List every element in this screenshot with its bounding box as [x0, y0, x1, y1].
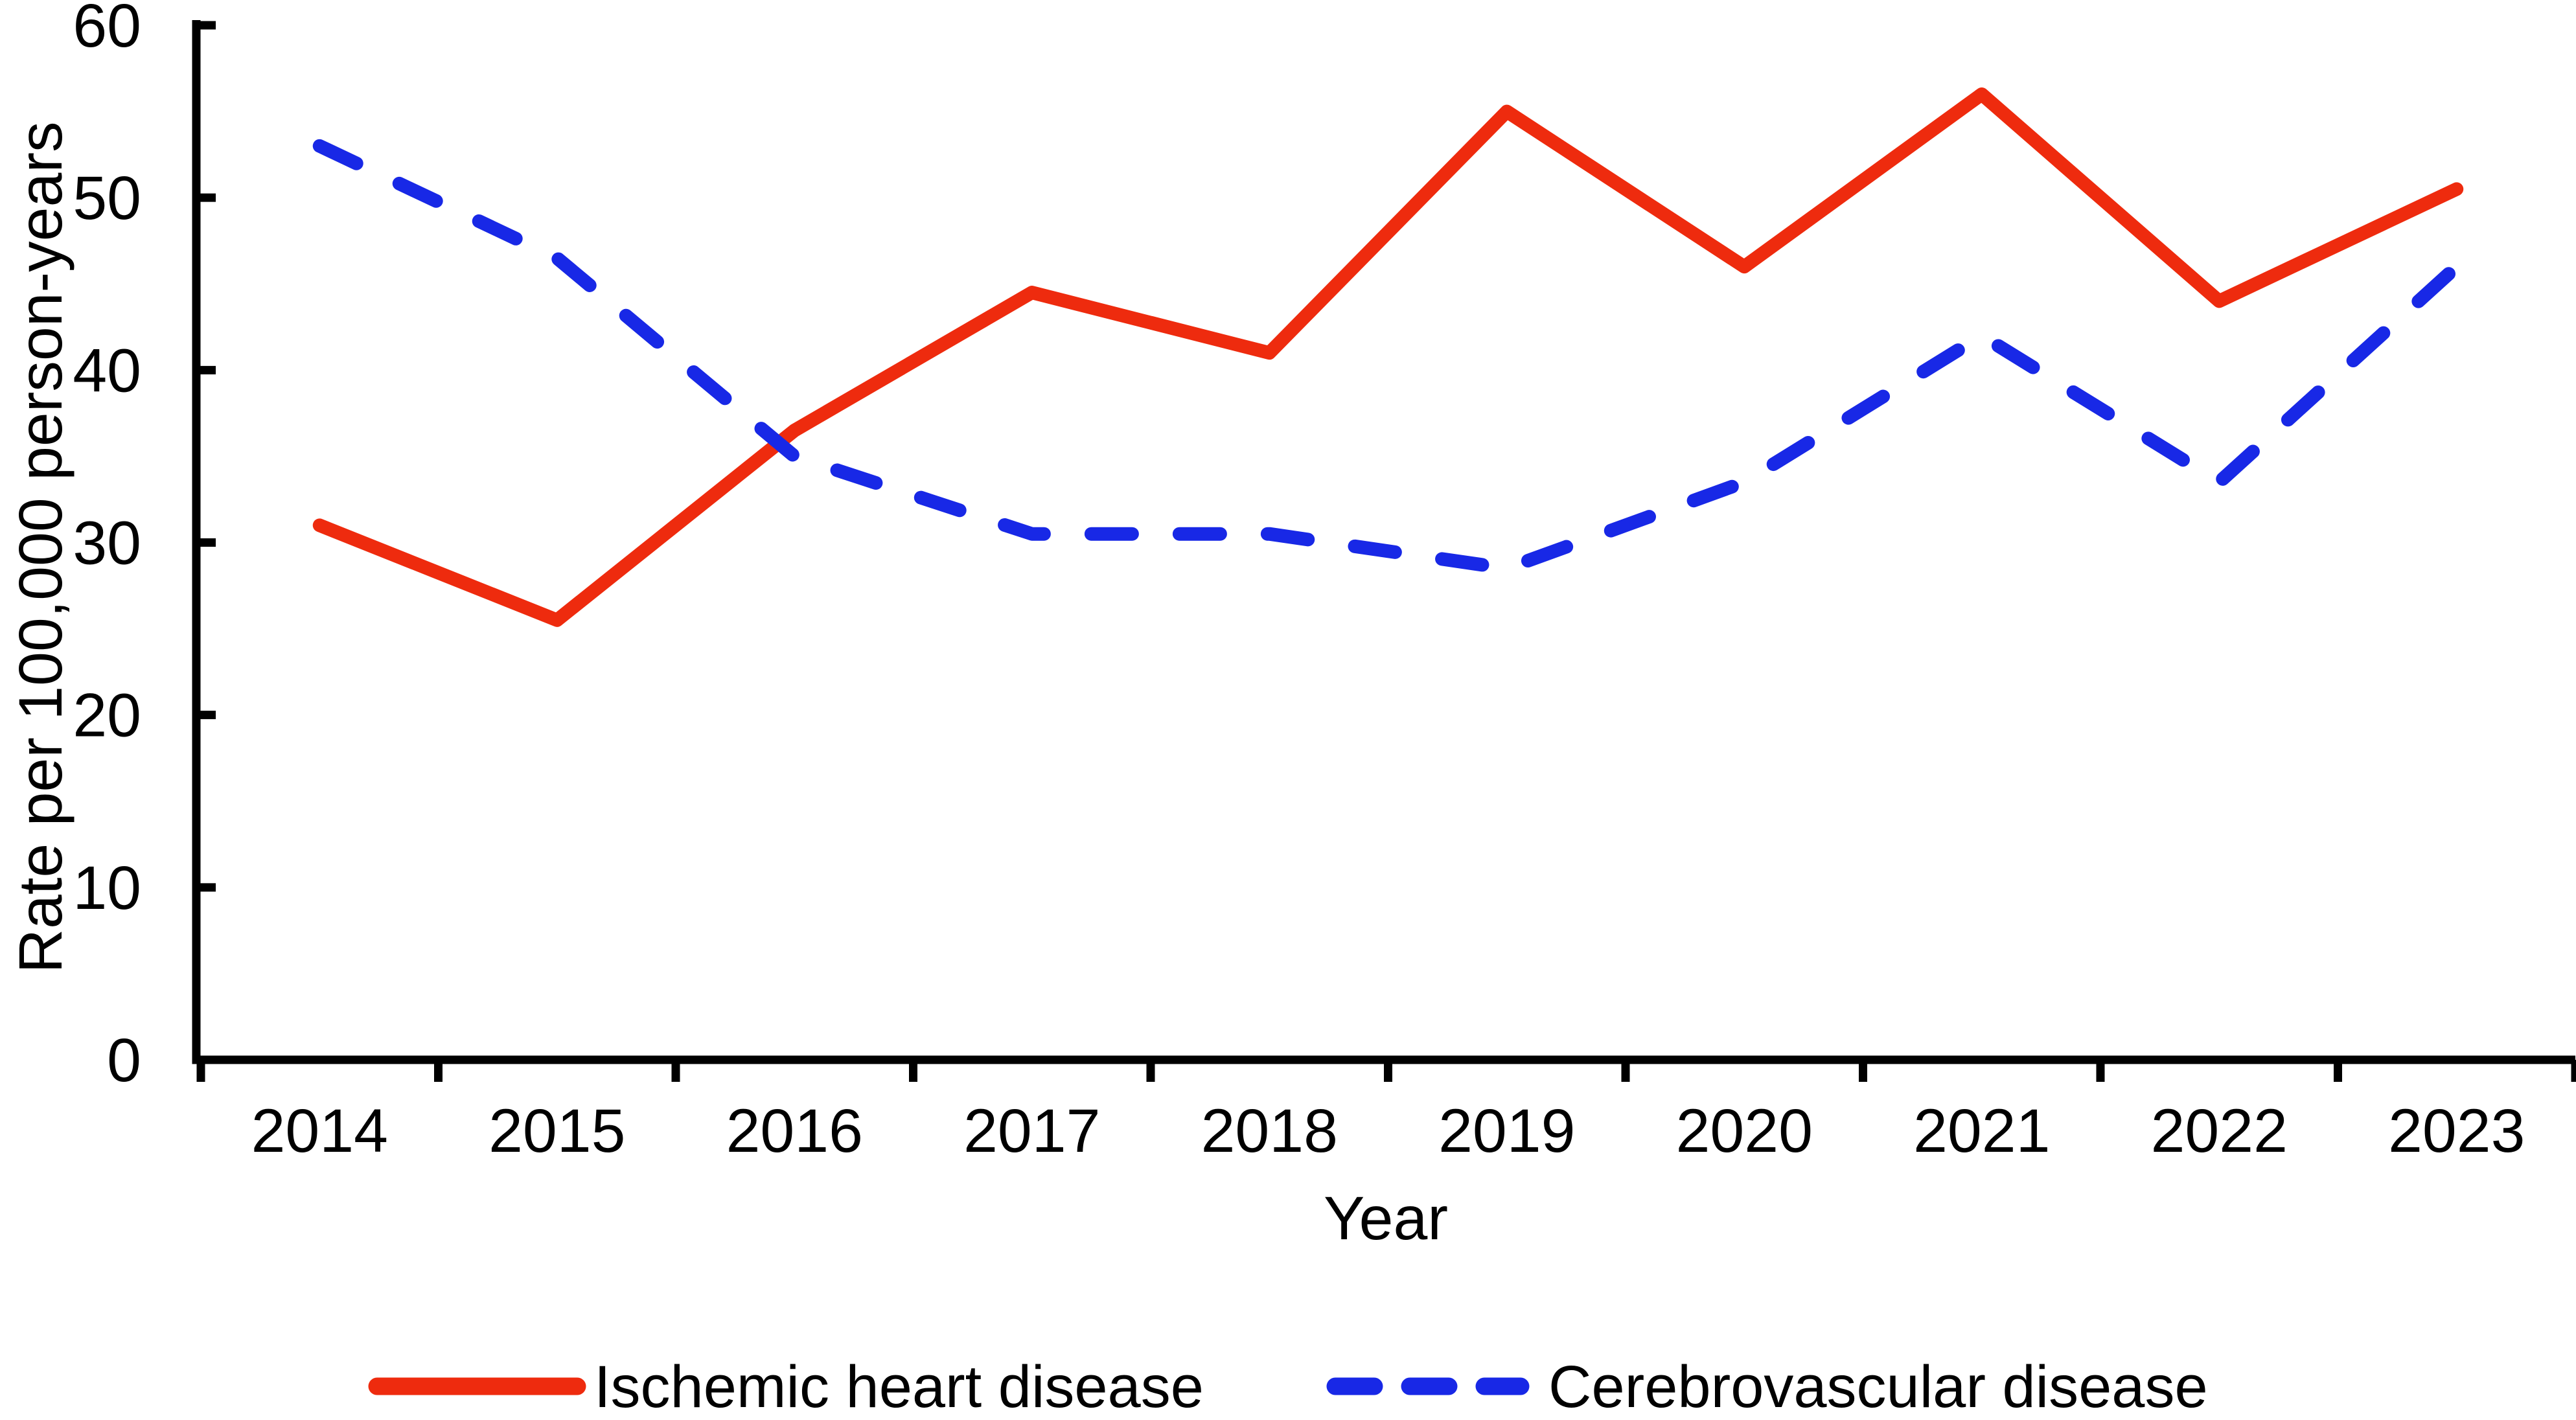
y-tick-label-10: 10 [73, 854, 141, 922]
x-tick-label-2020: 2020 [1676, 1097, 1813, 1165]
axes-group: 0 10 20 30 40 50 60 2014 2015 2016 2017 2018 2019 202… [73, 0, 2576, 1165]
y-tick-label-40: 40 [73, 336, 141, 405]
x-axis-title: Year [1324, 1184, 1448, 1253]
series-line-1 [312, 139, 2464, 575]
x-tick-label-2023: 2023 [2388, 1097, 2525, 1165]
y-axis-title: Rate per 100,000 person-years [6, 122, 75, 974]
legend-group: Ischemic heart disease Cerebrovascular di… [368, 1354, 2208, 1420]
series-line-0 [312, 87, 2464, 627]
x-tick-label-2021: 2021 [1913, 1097, 2050, 1165]
y-tick-label-50: 50 [73, 164, 141, 233]
x-tick-label-2019: 2019 [1438, 1097, 1575, 1165]
series-group [312, 87, 2464, 627]
legend-label-0: Ischemic heart disease [594, 1354, 1204, 1420]
y-tick-label-0: 0 [107, 1026, 141, 1095]
y-tick-label-30: 30 [73, 509, 141, 578]
x-tick-label-2018: 2018 [1201, 1097, 1338, 1165]
x-tick-label-2014: 2014 [251, 1097, 388, 1165]
x-tick-label-2017: 2017 [963, 1097, 1100, 1165]
x-tick-label-2016: 2016 [726, 1097, 863, 1165]
x-tick-label-2022: 2022 [2151, 1097, 2288, 1165]
x-tick-label-2015: 2015 [489, 1097, 625, 1165]
y-tick-label-20: 20 [73, 681, 141, 750]
legend-label-1: Cerebrovascular disease [1548, 1354, 2208, 1420]
y-tick-label-60: 60 [73, 0, 141, 60]
